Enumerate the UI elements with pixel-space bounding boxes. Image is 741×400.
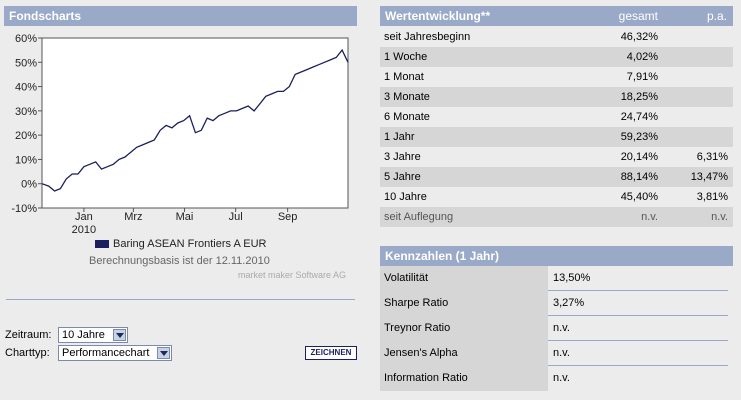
zeichnen-button[interactable]: ZEICHNEN [305,346,357,360]
row-pa: n.v. [711,211,728,223]
col-gesamt-header: gesamt [618,9,658,23]
table-row: 10 Jahre 45,40% 3,81% [380,187,733,207]
y-tick-label: 40% [15,82,37,94]
row-label: 6 Monate [384,111,430,123]
wertentwicklung-title: Wertentwicklung** [385,9,491,23]
row-label: 3 Jahre [384,151,421,163]
table-row: Treynor Ratio n.v. [380,316,733,341]
table-row: Sharpe Ratio 3,27% [380,291,733,316]
row-value: n.v. [548,341,728,366]
kennzahlen-header: Kennzahlen (1 Jahr) [380,246,733,266]
fondscharts-header: Fondscharts [4,6,357,26]
source-credit: market maker Software AG [238,270,347,280]
performance-chart: 60% 50% 40% 30% 20% 10% 0% -10% Jan Mrz Mai Jul Sep 2… [11,33,349,235]
row-label: Information Ratio [380,366,548,391]
chevron-down-icon[interactable] [113,329,126,341]
row-pa: 3,81% [696,191,728,203]
row-label: Treynor Ratio [380,316,548,341]
x-tick-label: Jul [229,211,243,223]
row-gesamt: 4,02% [626,51,658,63]
fondscharts-title: Fondscharts [9,9,82,23]
row-label: Jensen's Alpha [380,341,548,366]
table-row: 1 Woche 4,02% [380,47,733,67]
row-label: 1 Jahr [384,131,415,143]
row-value: 13,50% [548,266,728,291]
row-label: 1 Woche [384,51,428,63]
kennzahlen-table: Volatilität 13,50% Sharpe Ratio 3,27% Treyno… [380,266,733,391]
row-label: Sharpe Ratio [380,291,548,316]
series-line [41,48,349,192]
row-label: Volatilität [380,266,548,291]
calculation-basis: Berechnungsbasis ist der 12.11.2010 [89,255,270,267]
table-row: 1 Jahr 59,23% [380,127,733,147]
table-row: seit Auflegung n.v. n.v. [380,207,733,227]
x-tick-label: Mrz [124,211,142,223]
y-tick-label: -10% [11,203,37,215]
row-gesamt: n.v. [641,211,658,223]
y-tick-label: 0% [21,179,37,191]
row-label: seit Jahresbeginn [384,31,471,43]
charttyp-label: Charttyp: [5,347,50,359]
row-gesamt: 24,74% [620,111,658,123]
table-row: 5 Jahre 88,14% 13,47% [380,167,733,187]
row-gesamt: 88,14% [620,171,658,183]
wertentwicklung-table: seit Jahresbeginn 46,32% 1 Woche 4,02% 1 Mon… [380,27,733,227]
table-row: 6 Monate 24,74% [380,107,733,127]
table-row: seit Jahresbeginn 46,32% [380,27,733,47]
table-row: 1 Monat 7,91% [380,67,733,87]
row-label: seit Auflegung [384,211,454,223]
row-gesamt: 20,14% [620,151,658,163]
zeitraum-label: Zeitraum: [5,329,52,341]
row-pa: 6,31% [696,151,728,163]
row-gesamt: 59,23% [620,131,658,143]
row-gesamt: 46,32% [620,31,658,43]
row-gesamt: 18,25% [620,91,658,103]
table-row: Volatilität 13,50% [380,266,733,291]
row-value: n.v. [548,316,728,341]
row-label: 10 Jahre [384,191,427,203]
zeitraum-value: 10 Jahre [62,329,105,341]
row-value: n.v. [553,372,570,384]
y-tick-label: 30% [15,106,37,118]
y-tick-label: 60% [15,33,37,45]
x-tick-label: Mai [176,211,194,223]
form-divider [6,299,355,300]
row-label: 3 Monate [384,91,430,103]
y-tick-label: 50% [15,57,37,69]
chart-legend: Baring ASEAN Frontiers A EUR [95,238,266,250]
row-label: 1 Monat [384,71,424,83]
table-row: Jensen's Alpha n.v. [380,341,733,366]
y-tick-label: 10% [15,154,37,166]
table-row: 3 Monate 18,25% [380,87,733,107]
x-year-label: 2010 [72,224,96,235]
row-gesamt: 45,40% [620,191,658,203]
plot-area [41,37,349,209]
row-label: 5 Jahre [384,171,421,183]
zeitraum-select[interactable]: 10 Jahre [58,327,128,343]
chevron-down-icon[interactable] [157,347,170,359]
row-gesamt: 7,91% [626,71,658,83]
table-row: 3 Jahre 20,14% 6,31% [380,147,733,167]
row-pa: 13,47% [690,171,728,183]
legend-label: Baring ASEAN Frontiers A EUR [113,238,267,250]
legend-swatch [95,240,109,249]
row-value: 3,27% [548,291,728,316]
x-tick-label: Sep [278,211,298,223]
table-row: Information Ratio n.v. [380,366,733,391]
col-pa-header: p.a. [706,9,727,23]
kennzahlen-title: Kennzahlen (1 Jahr) [385,249,500,263]
charttyp-select[interactable]: Performancechart [58,345,172,361]
charttyp-value: Performancechart [62,347,150,359]
y-tick-label: 20% [15,130,37,142]
wertentwicklung-header: Wertentwicklung** gesamt p.a. [380,6,733,26]
x-tick-label: Jan [75,211,93,223]
